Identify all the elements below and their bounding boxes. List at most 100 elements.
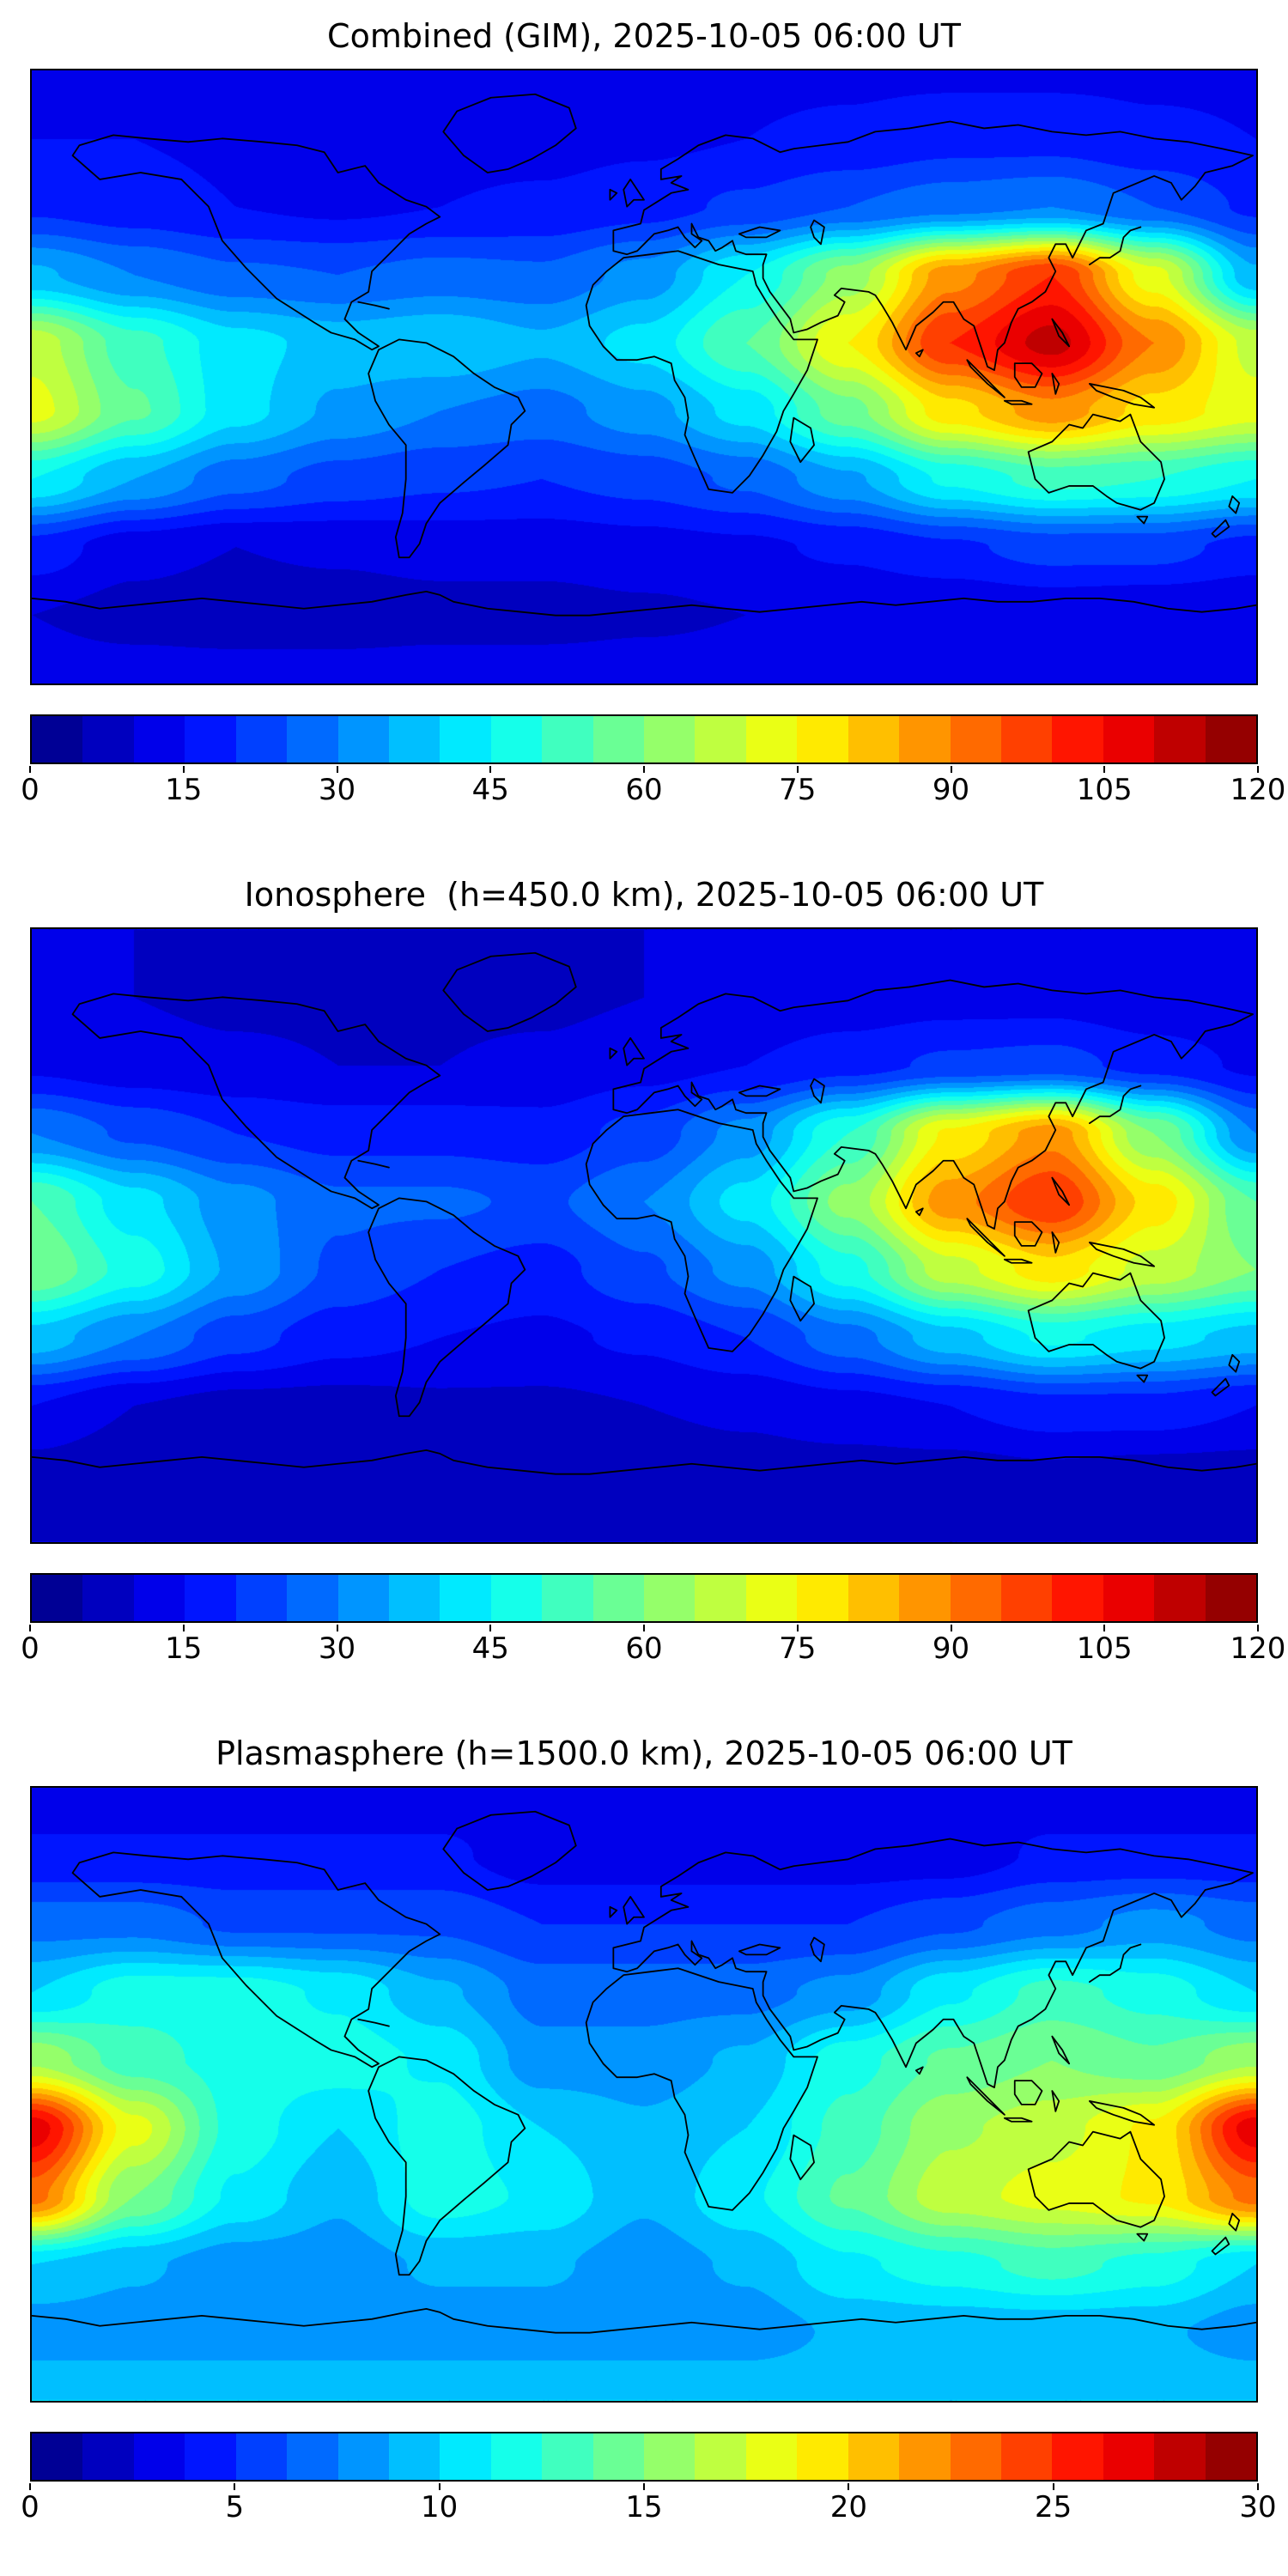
colorbar-segment — [899, 1574, 951, 1621]
colorbar-segment — [337, 2433, 389, 2480]
colorbar-segment — [1154, 2433, 1206, 2480]
colorbar-segment — [1205, 1574, 1257, 1621]
colorbar-segment — [82, 1574, 134, 1621]
colorbar-segment — [950, 1574, 1002, 1621]
colorbar — [30, 1572, 1258, 1623]
colorbar-segment — [235, 2433, 288, 2480]
colorbar-tick-label: 15 — [625, 2489, 663, 2524]
colorbar-tick-label: 120 — [1230, 1631, 1286, 1666]
colorbar-tick-labels: 0 15 30 45 60 75 90 105 120 — [21, 765, 1285, 812]
colorbar-segment — [797, 2433, 848, 2480]
colorbar-tick-label: 15 — [165, 1631, 203, 1666]
colorbar-segment — [133, 715, 185, 762]
colorbar-tick — [29, 2482, 31, 2490]
colorbar-tick — [643, 765, 645, 773]
colorbar-segment — [32, 1574, 83, 1621]
colorbar-segment — [337, 1574, 389, 1621]
colorbar-tick — [336, 765, 338, 773]
colorbar-segment — [32, 2433, 83, 2480]
colorbar-tick-label: 15 — [165, 772, 203, 807]
colorbar-tick — [1257, 1624, 1259, 1631]
colorbar-segment — [1154, 1574, 1206, 1621]
map-ionosphere — [30, 927, 1258, 1544]
colorbar-segment — [899, 2433, 951, 2480]
colorbar-tick — [1103, 765, 1106, 773]
colorbar-tick-label: 75 — [779, 1631, 817, 1666]
colorbar-segment — [133, 2433, 185, 2480]
colorbar-tick-label: 105 — [1076, 1631, 1133, 1666]
colorbar-tick — [950, 1624, 952, 1631]
colorbar-tick-label: 25 — [1035, 2489, 1072, 2524]
colorbar-segment — [695, 1574, 746, 1621]
colorbar-tick — [182, 765, 185, 773]
colorbar-segment — [185, 715, 236, 762]
colorbar-segment — [82, 715, 134, 762]
coastlines-overlay — [32, 70, 1256, 683]
colorbar-segment — [542, 2433, 593, 2480]
colorbar-segment — [899, 715, 951, 762]
colorbar-segment — [592, 715, 645, 762]
colorbar-segment — [848, 715, 900, 762]
colorbar-segment — [440, 1574, 491, 1621]
colorbar-tick-labels: 0 5 10 15 20 25 30 — [21, 2482, 1277, 2530]
colorbar-segment — [848, 2433, 900, 2480]
colorbar-tick-label: 60 — [625, 1631, 663, 1666]
colorbar-tick — [796, 765, 799, 773]
colorbar-tick — [29, 765, 31, 773]
colorbar-segment — [797, 715, 848, 762]
colorbar-segment — [1001, 2433, 1053, 2480]
colorbar-segment — [388, 715, 440, 762]
panel-title-plasmasphere: Plasmasphere (h=1500.0 km), 2025-10-05 0… — [216, 1735, 1072, 1772]
colorbar-tick-label: 5 — [225, 2489, 245, 2524]
colorbar-tick-label: 10 — [421, 2489, 459, 2524]
colorbar-segment — [1205, 2433, 1257, 2480]
colorbar-segment — [235, 715, 288, 762]
colorbar-segment — [32, 715, 83, 762]
colorbar-tick — [1257, 765, 1259, 773]
panel-title-combined: Combined (GIM), 2025-10-05 06:00 UT — [327, 17, 961, 55]
colorbar-segment — [490, 2433, 543, 2480]
colorbar-segment — [592, 1574, 645, 1621]
colorbar-tick-label: 30 — [318, 1631, 356, 1666]
colorbar-tick — [950, 765, 952, 773]
colorbar-tick-label: 105 — [1076, 772, 1133, 807]
colorbar-segment — [440, 715, 491, 762]
colorbar-segment — [542, 1574, 593, 1621]
colorbar-tick — [796, 1624, 799, 1631]
colorbar-segment — [287, 715, 338, 762]
colorbar — [30, 2431, 1258, 2482]
colorbar-segment — [542, 715, 593, 762]
colorbar-segment — [1154, 715, 1206, 762]
panel-ionosphere: Ionosphere (h=450.0 km), 2025-10-05 06:0… — [0, 859, 1288, 1717]
colorbar-segment — [1052, 2433, 1103, 2480]
colorbar-segment — [695, 2433, 746, 2480]
colorbar-tick-label: 75 — [779, 772, 817, 807]
colorbar-segment — [185, 2433, 236, 2480]
colorbar-tick — [1257, 2482, 1259, 2490]
colorbar-segment — [235, 1574, 288, 1621]
colorbar-segment — [388, 1574, 440, 1621]
colorbar-tick-label: 0 — [21, 772, 39, 807]
colorbar-tick — [29, 1624, 31, 1631]
colorbar-segment — [388, 2433, 440, 2480]
colorbar-tick — [1103, 1624, 1106, 1631]
colorbar-segment — [745, 2433, 798, 2480]
colorbar-segment — [337, 715, 389, 762]
colorbar-tick — [848, 2482, 850, 2490]
colorbar-segment — [745, 715, 798, 762]
colorbar-tick — [643, 1624, 645, 1631]
colorbar-segment — [950, 715, 1002, 762]
colorbar-tick-label: 90 — [932, 772, 970, 807]
colorbar-segment — [490, 715, 543, 762]
colorbar-tick — [489, 765, 492, 773]
colorbar-tick-label: 0 — [21, 1631, 39, 1666]
colorbar-tick-label: 0 — [21, 2489, 39, 2524]
colorbar-tick — [489, 1624, 492, 1631]
colorbar-segment — [950, 2433, 1002, 2480]
panel-plasmasphere: Plasmasphere (h=1500.0 km), 2025-10-05 0… — [0, 1717, 1288, 2576]
colorbar-segment — [1205, 715, 1257, 762]
colorbar-segment — [745, 1574, 798, 1621]
colorbar-segment — [1001, 1574, 1053, 1621]
panel-combined-gim: Combined (GIM), 2025-10-05 06:00 UT 0 15 3… — [0, 0, 1288, 859]
